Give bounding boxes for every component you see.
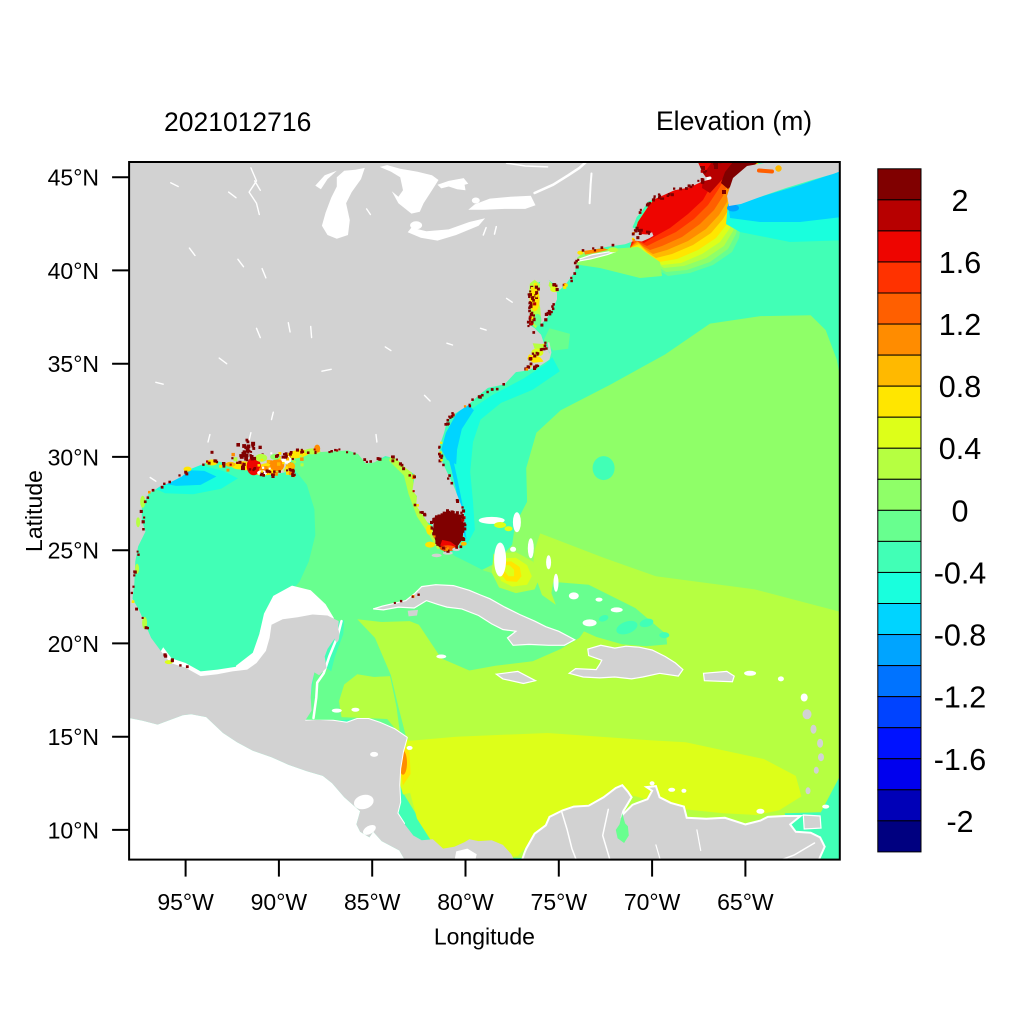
svg-text:85°W: 85°W [344,889,401,915]
svg-text:95°W: 95°W [157,889,214,915]
svg-text:2021012716: 2021012716 [164,107,311,137]
svg-text:0: 0 [952,494,969,528]
svg-text:90°W: 90°W [251,889,308,915]
svg-text:Elevation (m): Elevation (m) [656,106,812,136]
svg-text:-1.6: -1.6 [934,743,987,777]
svg-text:40°N: 40°N [48,258,99,284]
svg-text:-1.2: -1.2 [934,681,987,715]
svg-text:25°N: 25°N [48,538,99,564]
svg-text:35°N: 35°N [48,351,99,377]
svg-text:-0.4: -0.4 [934,557,987,591]
svg-text:1.2: 1.2 [939,308,981,342]
svg-text:Longitude: Longitude [434,924,535,950]
svg-text:Latitude: Latitude [21,470,47,552]
svg-text:10°N: 10°N [48,817,99,843]
svg-text:2: 2 [952,184,969,218]
svg-text:15°N: 15°N [48,724,99,750]
svg-text:-2: -2 [946,805,973,839]
svg-text:0.4: 0.4 [939,432,981,466]
svg-text:30°N: 30°N [48,444,99,470]
svg-text:45°N: 45°N [48,165,99,191]
svg-text:75°W: 75°W [531,889,588,915]
svg-text:65°W: 65°W [717,889,774,915]
svg-text:-0.8: -0.8 [934,619,987,653]
svg-text:1.6: 1.6 [939,246,981,280]
svg-text:20°N: 20°N [48,631,99,657]
svg-text:0.8: 0.8 [939,370,981,404]
svg-text:80°W: 80°W [437,889,494,915]
svg-text:70°W: 70°W [624,889,681,915]
